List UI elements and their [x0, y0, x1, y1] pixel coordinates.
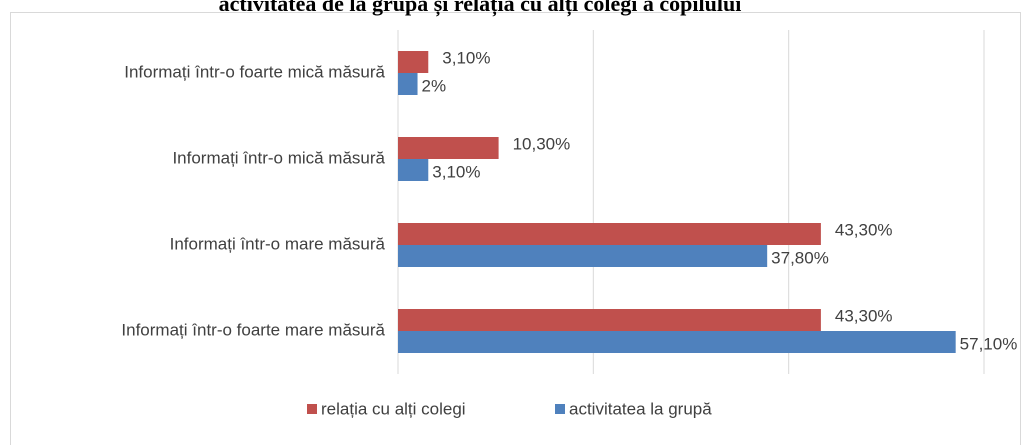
- chart-title: activitatea de la grupă și relația cu al…: [219, 0, 742, 17]
- value-label: 10,30%: [513, 134, 571, 153]
- value-label: 37,80%: [771, 248, 829, 267]
- value-label: 2%: [422, 76, 447, 95]
- y-tick-label: Informați într-o foarte mare măsură: [121, 320, 385, 339]
- bar: [398, 245, 768, 267]
- legend-label: relația cu alți colegi: [321, 399, 466, 418]
- value-label: 3,10%: [442, 48, 490, 67]
- value-label: 43,30%: [835, 220, 893, 239]
- value-label: 3,10%: [432, 162, 480, 181]
- bar: [398, 51, 429, 73]
- bar: [398, 223, 821, 245]
- bar: [398, 331, 956, 353]
- bar: [398, 73, 418, 95]
- y-tick-label: Informați într-o mare măsură: [170, 234, 386, 253]
- value-label: 57,10%: [960, 334, 1018, 353]
- legend-swatch: [307, 404, 317, 414]
- y-tick-label: Informați într-o foarte mică măsură: [124, 62, 385, 81]
- value-label: 43,30%: [835, 306, 893, 325]
- legend-label: activitatea la grupă: [569, 399, 712, 418]
- bar: [398, 137, 499, 159]
- legend-swatch: [555, 404, 565, 414]
- bar: [398, 159, 429, 181]
- bar: [398, 309, 821, 331]
- y-tick-label: Informați într-o mică măsură: [172, 148, 385, 167]
